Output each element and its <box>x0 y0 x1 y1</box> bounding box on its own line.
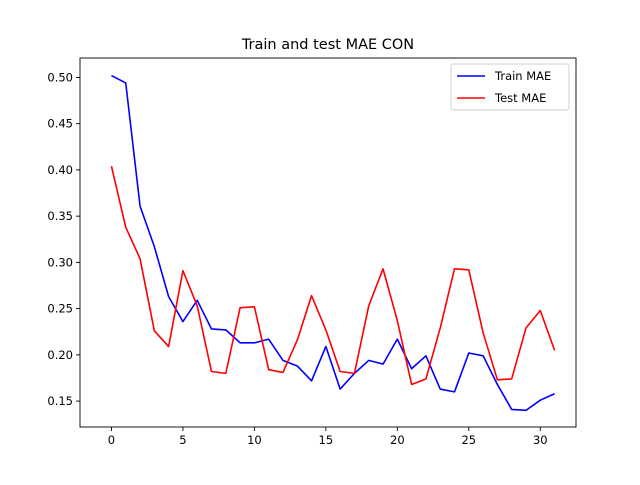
series-line-test-mae <box>110 166 556 386</box>
y-tick-label: 0.45 <box>47 117 73 131</box>
y-tick-label: 0.35 <box>47 209 73 223</box>
x-tick-label: 0 <box>108 433 115 447</box>
x-tick-label: 15 <box>319 433 334 447</box>
plot-area: 0 5 10 15 20 25 30 0.15 0.20 0.25 0.30 0.35 0.40 0.45… <box>47 57 577 447</box>
legend-label: Train MAE <box>494 69 551 83</box>
y-tick-label: 0.30 <box>47 255 73 269</box>
legend-label: Test MAE <box>494 91 546 105</box>
x-tick-label: 10 <box>247 433 262 447</box>
y-tick-label: 0.50 <box>47 70 73 84</box>
y-tick-label: 0.20 <box>47 348 73 362</box>
x-tick-label: 5 <box>179 433 186 447</box>
series-line-train-mae <box>111 74 555 412</box>
axes-frame <box>79 57 577 428</box>
chart-title: Train and test MAE CON <box>241 37 414 53</box>
y-tick-label: 0.25 <box>47 302 73 316</box>
x-tick-label: 30 <box>533 433 548 447</box>
x-tick-label: 25 <box>461 433 476 447</box>
y-tick-label: 0.15 <box>47 394 73 408</box>
x-tick-label: 20 <box>390 433 405 447</box>
legend: Train MAE Test MAE <box>450 63 570 111</box>
y-tick-label: 0.40 <box>47 163 73 177</box>
